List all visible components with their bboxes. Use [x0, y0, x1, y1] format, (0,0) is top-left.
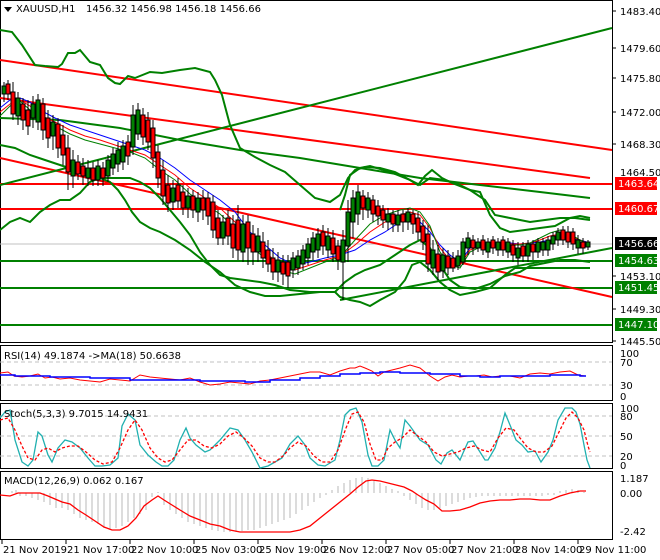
price-axis: 1483.40 1479.60 1475.80 1472.00 1468.30 … [612, 7, 660, 348]
trendline-green-support [339, 247, 613, 301]
rsi-ma-line [0, 371, 586, 383]
price-tick: 1449.30 [620, 305, 660, 316]
price-label-resistance-2: 1460.67 [618, 204, 659, 215]
stoch-d-line [0, 411, 591, 465]
time-label: 26 Nov 12:00 [323, 545, 390, 556]
main-pane[interactable] [0, 0, 613, 343]
candlesticks [1, 80, 591, 300]
bollinger-lower-2 [0, 177, 591, 293]
price-label-support-1: 1454.63 [618, 256, 659, 267]
macd-tick: -2.42 [620, 527, 646, 538]
time-label: 25 Nov 19:00 [259, 545, 326, 556]
price-tick: 1445.50 [620, 337, 660, 348]
macd-tick: 1.187 [620, 474, 649, 485]
time-label: 25 Nov 03:00 [195, 545, 262, 556]
time-label: 27 Nov 21:00 [451, 545, 518, 556]
price-label-support-3: 1447.10 [618, 320, 659, 331]
macd-indicator: MACD(12,26,9) 0.062 0.167 1.187 0.00 -2.… [0, 474, 649, 538]
stoch-tick: 20 [620, 452, 633, 463]
macd-histogram [11, 477, 585, 532]
macd-pane[interactable] [0, 471, 613, 540]
macd-tick: 0.00 [620, 489, 642, 500]
stoch-k-line [0, 407, 591, 469]
price-label-bg [615, 281, 657, 294]
rsi-tick: 70 [620, 358, 633, 369]
stoch-tick: 80 [620, 412, 633, 423]
rsi-indicator: RSI(14) 49.1874 ->MA(18) 50.6638 100 70 … [0, 349, 639, 403]
price-label-bg [615, 202, 657, 215]
rsi-tick: 100 [620, 349, 639, 360]
time-axis-ticks [1, 540, 579, 544]
time-label: 21 Nov 2019 [3, 545, 67, 556]
symbol-timeframe: XAUUSD,H1 [16, 4, 75, 15]
time-label: 28 Nov 14:00 [515, 545, 582, 556]
stochastic-indicator: Stoch(5,3,3) 9.7015 14.9431 100 80 50 20… [0, 404, 639, 472]
price-tick: 1472.00 [620, 108, 660, 119]
price-label-bg [615, 177, 657, 190]
macd-signal-line [0, 479, 586, 533]
price-axis-ticks [612, 10, 616, 342]
price-tick: 1475.80 [620, 74, 660, 85]
price-tick: 1453.10 [620, 272, 660, 283]
stoch-title: Stoch(5,3,3) 9.7015 14.9431 [4, 409, 148, 420]
rsi-tick: 0 [620, 392, 626, 403]
stoch-tick: 100 [620, 404, 639, 415]
stoch-tick: 50 [620, 432, 633, 443]
price-tick: 1468.30 [620, 140, 660, 151]
price-label-current: 1456.66 [618, 239, 659, 250]
time-label: 27 Nov 05:00 [387, 545, 454, 556]
bollinger-upper [0, 29, 591, 224]
trendline-red-1 [0, 59, 613, 151]
price-label-bg [615, 237, 657, 250]
bollinger-upper-2 [339, 164, 591, 234]
rsi-tick: 30 [620, 381, 633, 392]
rsi-line [0, 364, 586, 386]
price-label-bg [615, 318, 657, 331]
chart-header: XAUUSD,H1 1456.32 1456.98 1456.18 1456.6… [4, 4, 261, 15]
price-tick: 1479.60 [620, 44, 660, 55]
macd-title: MACD(12,26,9) 0.062 0.167 [4, 476, 144, 487]
trendline-red-2 [0, 97, 591, 179]
rsi-title: RSI(14) 49.1874 ->MA(18) 50.6638 [4, 351, 181, 362]
price-tick: 1464.50 [620, 168, 660, 179]
time-label: 21 Nov 17:00 [67, 545, 134, 556]
ohlc-values: 1456.32 1456.98 1456.18 1456.66 [86, 4, 261, 15]
price-label-bg [615, 254, 657, 267]
time-axis: 21 Nov 2019 21 Nov 17:00 22 Nov 10:00 25… [1, 540, 646, 556]
main-price-chart [0, 27, 613, 326]
stoch-tick: 0 [620, 461, 626, 472]
price-tick: 1483.40 [620, 7, 660, 18]
time-label: 22 Nov 10:00 [131, 545, 198, 556]
trendline-green-up [0, 27, 613, 186]
price-label-support-2: 1451.45 [618, 283, 659, 294]
price-label-resistance-1: 1463.64 [618, 179, 659, 190]
dropdown-triangle-icon[interactable] [4, 7, 12, 12]
time-label: 29 Nov 11:00 [579, 545, 646, 556]
pane-frames [0, 0, 613, 540]
trendline-green-mid [0, 117, 591, 199]
